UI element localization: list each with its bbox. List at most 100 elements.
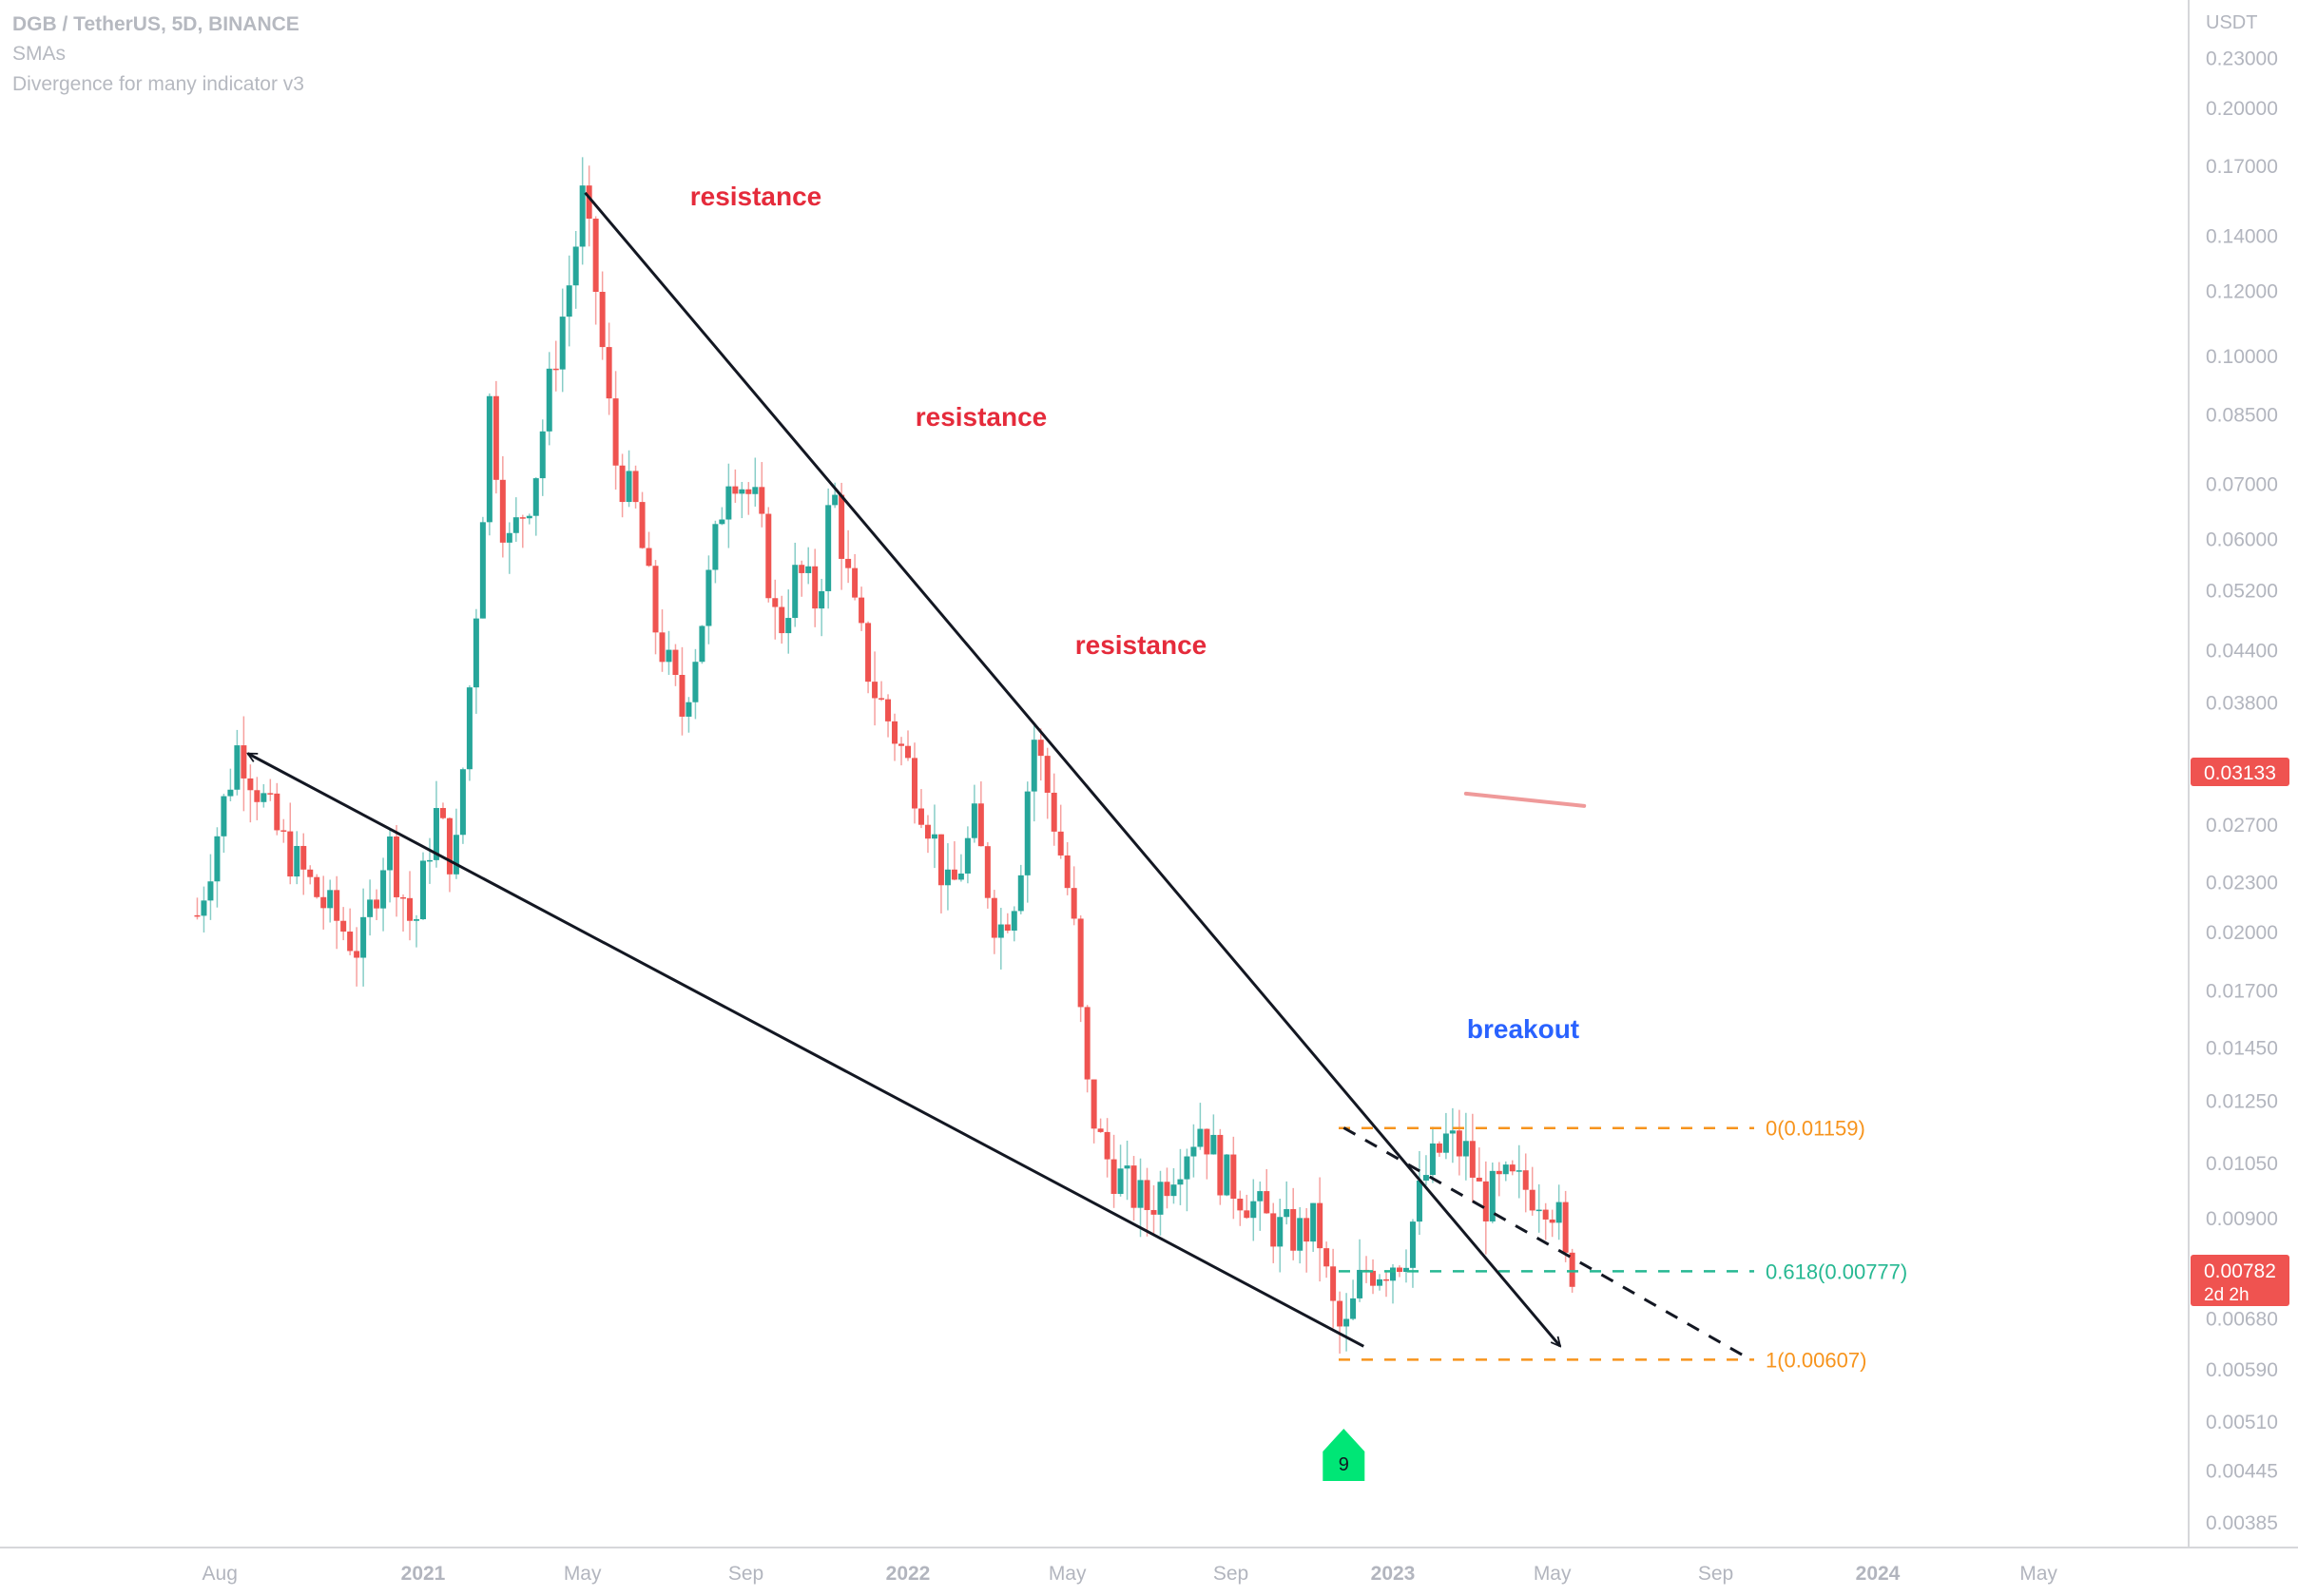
candle-down <box>924 815 931 854</box>
candle-up <box>234 729 241 796</box>
candle-up <box>1137 1158 1144 1238</box>
candle-up <box>739 482 745 519</box>
fib-level-label: 1(0.00607) <box>1766 1348 1866 1372</box>
candle-down <box>1469 1113 1476 1202</box>
candle-up <box>1343 1293 1350 1352</box>
candle-up <box>572 230 579 309</box>
candle-up <box>479 516 486 619</box>
candle-up <box>1422 1155 1429 1185</box>
candle-down <box>1323 1241 1330 1279</box>
candle-down <box>1217 1128 1224 1205</box>
chart-annotation[interactable]: resistance <box>690 182 822 211</box>
candle-down <box>898 737 905 766</box>
price-axis-tick-label: 0.02300 <box>2206 873 2278 894</box>
candle-down <box>845 529 852 584</box>
candle-down <box>334 875 340 950</box>
candle-up <box>420 852 426 920</box>
candle-up <box>1170 1167 1177 1204</box>
price-axis-tick-label: 0.08500 <box>2206 404 2278 426</box>
candle-down <box>639 491 646 549</box>
trendlines-group[interactable] <box>248 191 1748 1359</box>
candle-down <box>586 165 592 247</box>
candle-down <box>1077 914 1084 1023</box>
candle-down <box>1549 1209 1555 1238</box>
price-axis-tick-label: 0.17000 <box>2206 156 2278 178</box>
chart-annotation[interactable]: resistance <box>916 402 1048 432</box>
indicator-sma-label[interactable]: SMAs <box>12 43 67 65</box>
trendline[interactable] <box>584 191 1560 1347</box>
candle-up <box>539 419 546 496</box>
trendline[interactable] <box>248 752 1364 1348</box>
candle-down <box>679 646 686 736</box>
signal-badge[interactable]: 9 <box>1323 1429 1365 1481</box>
sma-line[interactable] <box>1463 791 1587 808</box>
candle-down <box>1150 1184 1157 1234</box>
candle-down <box>1230 1136 1237 1220</box>
candle-down <box>274 782 280 836</box>
time-axis-tick-label: May <box>564 1563 602 1585</box>
chart-symbol-title[interactable]: DGB / TetherUS, 5D, BINANCE <box>12 13 299 35</box>
candle-down <box>632 465 639 509</box>
candle-down <box>1496 1162 1502 1197</box>
candle-up <box>546 352 552 446</box>
fibonacci-retracement[interactable]: 0(0.01159) 0.618(0.00777) 1(0.00607) <box>1339 1117 1907 1373</box>
candle-up <box>1535 1183 1542 1233</box>
candle-up <box>360 888 367 987</box>
candle-up <box>221 793 227 854</box>
time-axis-tick-label: May <box>2019 1563 2057 1585</box>
candle-down <box>439 802 446 819</box>
price-axis-tick-label: 0.01700 <box>2206 980 2278 1002</box>
candle-down <box>1130 1156 1137 1221</box>
candle-up <box>1197 1103 1204 1150</box>
candle-down <box>892 713 898 761</box>
candle-down <box>1051 773 1057 846</box>
price-axis-tick-label: 0.02000 <box>2206 922 2278 944</box>
candle-down <box>1057 804 1064 859</box>
time-axis-tick-label: 2021 <box>401 1563 446 1585</box>
time-axis-tick-label: Sep <box>1698 1563 1733 1585</box>
chart-annotation[interactable]: breakout <box>1467 1014 1579 1044</box>
candle-down <box>1064 841 1071 895</box>
candle-down <box>287 802 294 885</box>
candle-down <box>1363 1256 1370 1283</box>
price-axis-tick-label: 0.01450 <box>2206 1037 2278 1059</box>
candle-up <box>1011 906 1017 942</box>
price-axis-tick-label: 0.10000 <box>2206 346 2278 368</box>
candle-down <box>254 777 261 820</box>
chart-annotation[interactable]: resistance <box>1075 630 1207 660</box>
candle-down <box>599 271 606 360</box>
price-scale-tag: 0.03133 <box>2191 758 2289 786</box>
candle-down <box>1244 1194 1250 1220</box>
price-axis-tick-label: 0.23000 <box>2206 48 2278 69</box>
candle-up <box>367 879 374 936</box>
trendline[interactable] <box>1342 1126 1748 1359</box>
candle-up <box>1157 1170 1164 1236</box>
indicator-divergence-label[interactable]: Divergence for many indicator v3 <box>12 73 304 95</box>
candle-up <box>486 393 492 536</box>
fib-level-label: 0.618(0.00777) <box>1766 1259 1907 1283</box>
fib-level-label: 0(0.01159) <box>1766 1117 1865 1141</box>
candle-up <box>1402 1249 1409 1283</box>
price-axis-tick-label: 0.00900 <box>2206 1208 2278 1230</box>
candle-up <box>819 578 825 637</box>
price-axis-tick-label: 0.03800 <box>2206 693 2278 715</box>
candle-down <box>606 322 612 415</box>
candle-down <box>1317 1177 1323 1282</box>
candle-up <box>1442 1112 1449 1160</box>
candle-down <box>1237 1190 1244 1226</box>
candle-down <box>1303 1207 1310 1273</box>
candle-down <box>1482 1161 1489 1255</box>
candle-up <box>825 488 832 609</box>
candle-down <box>1562 1190 1569 1262</box>
candle-down <box>194 897 201 920</box>
candle-down <box>1456 1109 1462 1176</box>
candle-down <box>1097 1118 1104 1133</box>
candle-down <box>646 531 652 567</box>
bar-countdown: 2d 2h <box>2204 1285 2250 1305</box>
candle-down <box>1071 866 1077 926</box>
candle-up <box>1224 1154 1230 1197</box>
candle-down <box>652 560 659 655</box>
candle-up <box>1502 1161 1509 1182</box>
